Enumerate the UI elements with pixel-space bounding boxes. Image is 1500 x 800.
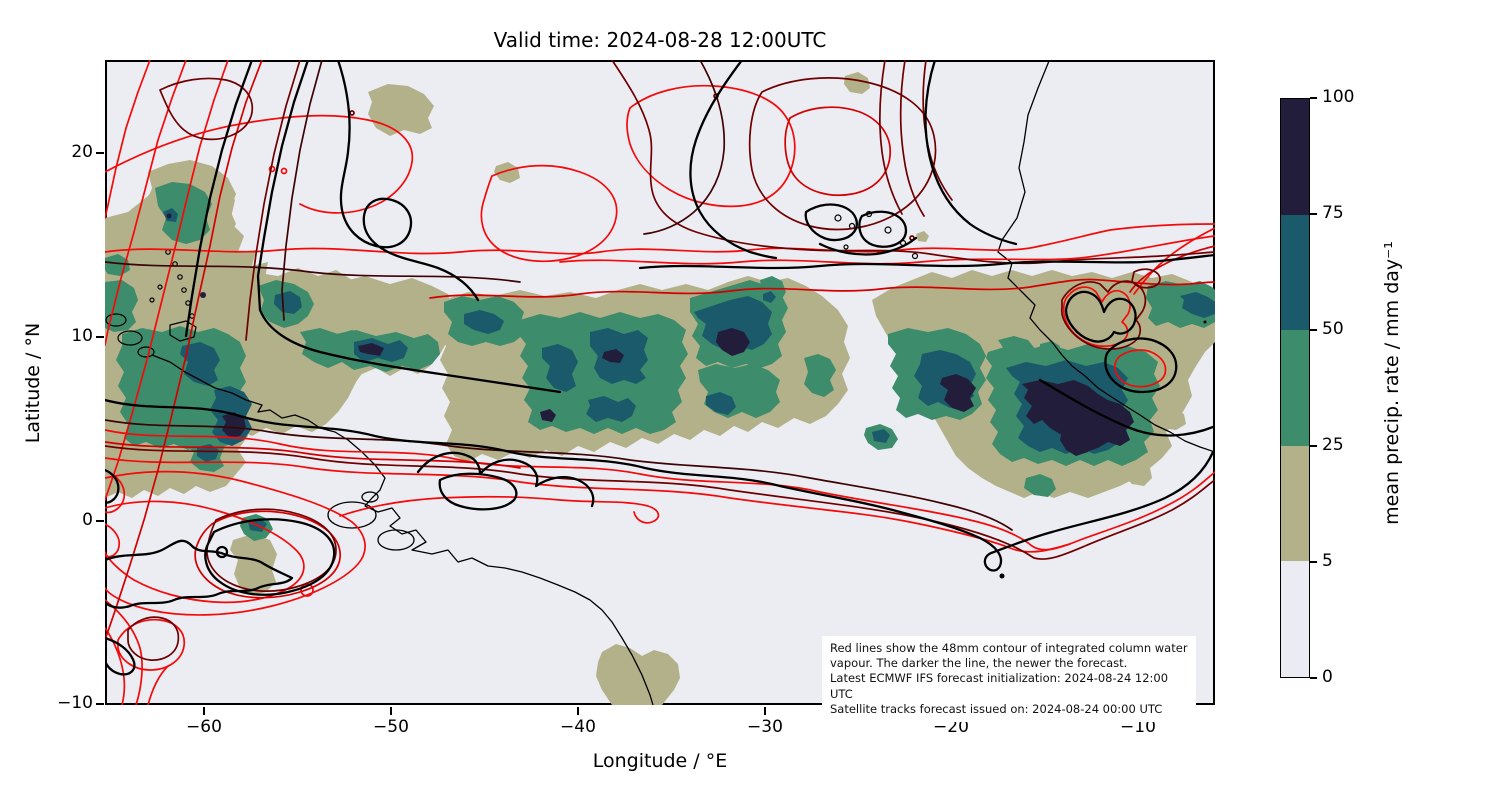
colorbar-tick-label: 5 bbox=[1322, 551, 1333, 571]
chart-title: Valid time: 2024-08-28 12:00UTC bbox=[493, 28, 827, 52]
map-canvas bbox=[105, 60, 1215, 705]
x-tick-mark bbox=[764, 707, 766, 715]
colorbar-tick-label: 75 bbox=[1322, 203, 1344, 223]
colorbar-tick-label: 100 bbox=[1322, 87, 1355, 107]
y-axis-label: Latitude / °N bbox=[22, 322, 44, 444]
precip-fill-navy bbox=[166, 213, 1134, 456]
x-axis-label: Longitude / °E bbox=[592, 750, 728, 772]
colorbar-tick-mark bbox=[1310, 677, 1317, 679]
coastlines bbox=[105, 60, 1215, 705]
y-tick-label: 20 bbox=[71, 142, 93, 162]
colorbar-tick-label: 25 bbox=[1322, 435, 1344, 455]
colorbar bbox=[1280, 98, 1310, 678]
track-contours-black bbox=[105, 60, 1215, 676]
colorbar-tick-mark bbox=[1310, 445, 1317, 447]
iwv-contours-red-bright bbox=[105, 60, 1215, 705]
colorbar-segment-5-25 bbox=[1281, 445, 1309, 562]
x-tick-label: −10 bbox=[1120, 717, 1156, 737]
annotation-line: Red lines show the 48mm contour of integ… bbox=[830, 641, 1188, 655]
annotation-line: Latest ECMWF IFS forecast initialization… bbox=[830, 671, 1169, 701]
colorbar-segment-25-50 bbox=[1281, 330, 1309, 446]
x-tick-label: −20 bbox=[933, 717, 969, 737]
annotation-line: Satellite tracks forecast issued on: 202… bbox=[830, 701, 1163, 716]
south-america-coastline bbox=[151, 354, 654, 705]
colorbar-segment-0-5 bbox=[1281, 561, 1309, 677]
forecast-annotation-box: Red lines show the 48mm contour of integ… bbox=[822, 636, 1196, 722]
y-tick-label: 10 bbox=[71, 326, 93, 346]
y-tick-label: −10 bbox=[57, 693, 93, 713]
colorbar-tick-label: 0 bbox=[1322, 667, 1333, 687]
colorbar-tick-label: 50 bbox=[1322, 319, 1344, 339]
colorbar-segment-75-100 bbox=[1281, 99, 1309, 215]
africa-coastline bbox=[997, 60, 1215, 453]
x-tick-label: −50 bbox=[373, 717, 409, 737]
x-tick-label: −30 bbox=[747, 717, 783, 737]
y-tick-mark bbox=[96, 152, 104, 154]
colorbar-tick-mark bbox=[1310, 213, 1317, 215]
x-tick-label: −60 bbox=[186, 717, 222, 737]
cape-verde-islands bbox=[834, 210, 919, 260]
x-tick-mark bbox=[203, 707, 205, 715]
colorbar-axis-label: mean precip. rate / mm day⁻¹ bbox=[1381, 241, 1403, 525]
y-tick-mark bbox=[96, 336, 104, 338]
y-tick-mark bbox=[96, 520, 104, 522]
colorbar-segment-50-75 bbox=[1281, 214, 1309, 331]
colorbar-tick-mark bbox=[1310, 97, 1317, 99]
y-tick-mark bbox=[96, 703, 104, 705]
x-tick-mark bbox=[577, 707, 579, 715]
annotation-line: vapour. The darker the line, the newer t… bbox=[830, 656, 1128, 671]
colorbar-tick-mark bbox=[1310, 561, 1317, 563]
colorbar-tick-mark bbox=[1310, 329, 1317, 331]
x-tick-mark bbox=[390, 707, 392, 715]
x-tick-label: −40 bbox=[560, 717, 596, 737]
y-tick-label: 0 bbox=[82, 510, 93, 530]
